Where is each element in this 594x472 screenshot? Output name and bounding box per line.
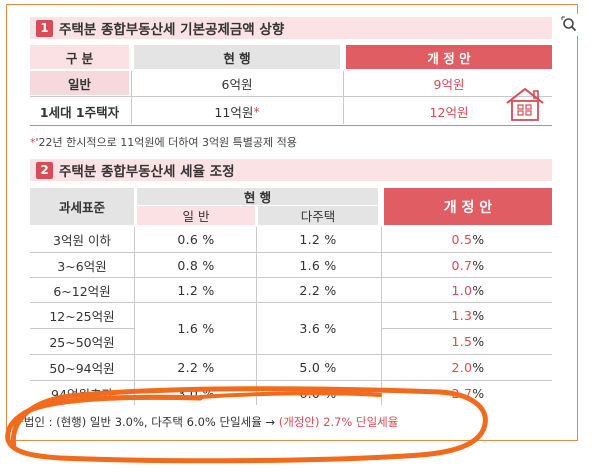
s2-row6-proposed-unit: % — [472, 360, 485, 375]
s2-hline-2 — [30, 277, 552, 278]
s1-vline-2 — [343, 71, 344, 124]
s2-row1-proposed: 0.5 % — [384, 227, 552, 252]
s2-row7-proposed-value: 2.7 — [451, 386, 473, 401]
s1-row1-proposed: 9억원 — [433, 76, 465, 92]
footer-prefix: *법인 : (현행) 일반 3.0%, 다주택 6.0% 단일세율 → — [18, 415, 279, 429]
s2-header-current: 현 행 — [137, 188, 378, 205]
s2-row4-proposed: 1.3 % — [384, 303, 552, 328]
s2-row4-proposed-value: 1.3 — [451, 308, 473, 323]
s2-row7-general: 3.0 % — [177, 386, 215, 401]
s1-header-proposed: 개 정 안 — [346, 45, 552, 69]
section2-number: 2 — [36, 161, 53, 179]
s2-row2-base: 3~6억원 — [57, 258, 107, 274]
s2-header-general: 일 반 — [137, 206, 255, 225]
s2-row1-general: 0.6 % — [177, 232, 215, 247]
s2-row7-base: 94억원초과 — [51, 387, 113, 402]
s2-hline-4b — [381, 328, 552, 329]
s2-row2-multi: 1.6 % — [299, 257, 337, 273]
s2-row6-proposed: 2.0 % — [384, 355, 552, 380]
s2-row3-proposed: 1.0 % — [384, 278, 552, 302]
s1-header-category: 구 분 — [30, 45, 129, 69]
s2-row2-proposed-value: 0.7 — [451, 257, 473, 273]
s1-note-mark: * — [30, 136, 36, 149]
s2-hline-4a — [30, 328, 134, 329]
s2-vline-2 — [256, 227, 257, 405]
s1-row2-current: 11억원 * — [134, 98, 340, 124]
s2-vline-1 — [134, 227, 135, 405]
s1-row1-current: 6억원 — [221, 76, 253, 92]
s2-row1-base: 3억원 이하 — [53, 233, 111, 248]
s2-row2-proposed: 0.7 % — [384, 253, 552, 277]
s1-note: *'22년 한시적으로 11억원에 더하여 3억원 특별공제 적용 — [30, 134, 297, 150]
s2-header-proposed: 개 정 안 — [384, 188, 552, 225]
section1-number: 1 — [36, 19, 53, 37]
s2-row5-proposed: 1.5 % — [384, 329, 552, 354]
s2-row4-general: 1.6 % — [177, 321, 215, 336]
footer-highlight: (개정안) 2.7% 단일세율 — [278, 415, 399, 429]
s2-vline-3 — [381, 227, 382, 405]
zoom-icon[interactable] — [559, 14, 581, 36]
house-icon — [505, 86, 545, 126]
s2-header-multi: 다주택 — [258, 206, 378, 225]
section2-header: 2 주택분 종합부동산세 세율 조정 — [30, 159, 552, 181]
s2-row1-proposed-unit: % — [472, 232, 485, 247]
s2-row3-general: 1.2 % — [177, 282, 215, 298]
s2-hline-1 — [30, 252, 552, 253]
s2-row6-proposed-value: 2.0 — [451, 360, 473, 375]
s2-row5-proposed-value: 1.5 — [451, 334, 473, 349]
s2-row3-base: 6~12억원 — [53, 283, 111, 299]
s2-row4-multi: 3.6 % — [299, 321, 337, 336]
s1-vline-1 — [131, 71, 132, 124]
s2-row6-base: 50~94억원 — [49, 361, 115, 376]
s2-row1-multi: 1.2 % — [299, 232, 337, 247]
s2-row7-proposed: 2.7 % — [384, 381, 552, 406]
s1-note-text: '22년 한시적으로 11억원에 더하여 3억원 특별공제 적용 — [35, 136, 297, 149]
section1-header: 1 주택분 종합부동산세 기본공제금액 상향 — [30, 17, 552, 39]
s2-row5-proposed-unit: % — [472, 334, 485, 349]
s2-row7-proposed-unit: % — [472, 386, 485, 401]
section1-title: 주택분 종합부동산세 기본공제금액 상향 — [59, 22, 285, 38]
s2-row3-proposed-value: 1.0 — [451, 282, 473, 298]
s2-hline-5 — [30, 354, 552, 355]
s1-header-current: 현 행 — [134, 45, 340, 69]
s2-row2-proposed-unit: % — [472, 257, 485, 273]
s1-divider — [30, 96, 552, 97]
s2-hline-6 — [30, 380, 552, 381]
s2-row4-base: 12~25억원 — [49, 309, 115, 324]
s1-row2-proposed: 12억원 — [429, 104, 469, 120]
s2-row7-multi: 6.0 % — [299, 386, 337, 401]
s1-row2-current-value: 11억원 — [214, 104, 254, 120]
s2-hline-3 — [30, 302, 552, 303]
s2-row3-multi: 2.2 % — [299, 282, 337, 298]
s2-row5-base: 25~50억원 — [49, 335, 115, 350]
s1-row2-label: 1세대 1주택자 — [39, 104, 120, 120]
s2-row1-proposed-value: 0.5 — [451, 232, 473, 247]
s2-header-base: 과세표준 — [30, 188, 134, 225]
s2-row6-general: 2.2 % — [177, 360, 215, 375]
s2-row4-proposed-unit: % — [472, 308, 485, 323]
s1-bottom-line — [30, 125, 552, 126]
s1-row1-label: 일반 — [30, 71, 129, 95]
s2-row6-multi: 5.0 % — [299, 360, 337, 375]
s2-row2-general: 0.8 % — [177, 257, 215, 273]
section2-title: 주택분 종합부동산세 세율 조정 — [59, 164, 235, 180]
s1-row2-current-mark: * — [253, 103, 260, 119]
footer-note: *법인 : (현행) 일반 3.0%, 다주택 6.0% 단일세율 → (개정안… — [18, 414, 398, 430]
s2-row3-proposed-unit: % — [472, 282, 485, 298]
